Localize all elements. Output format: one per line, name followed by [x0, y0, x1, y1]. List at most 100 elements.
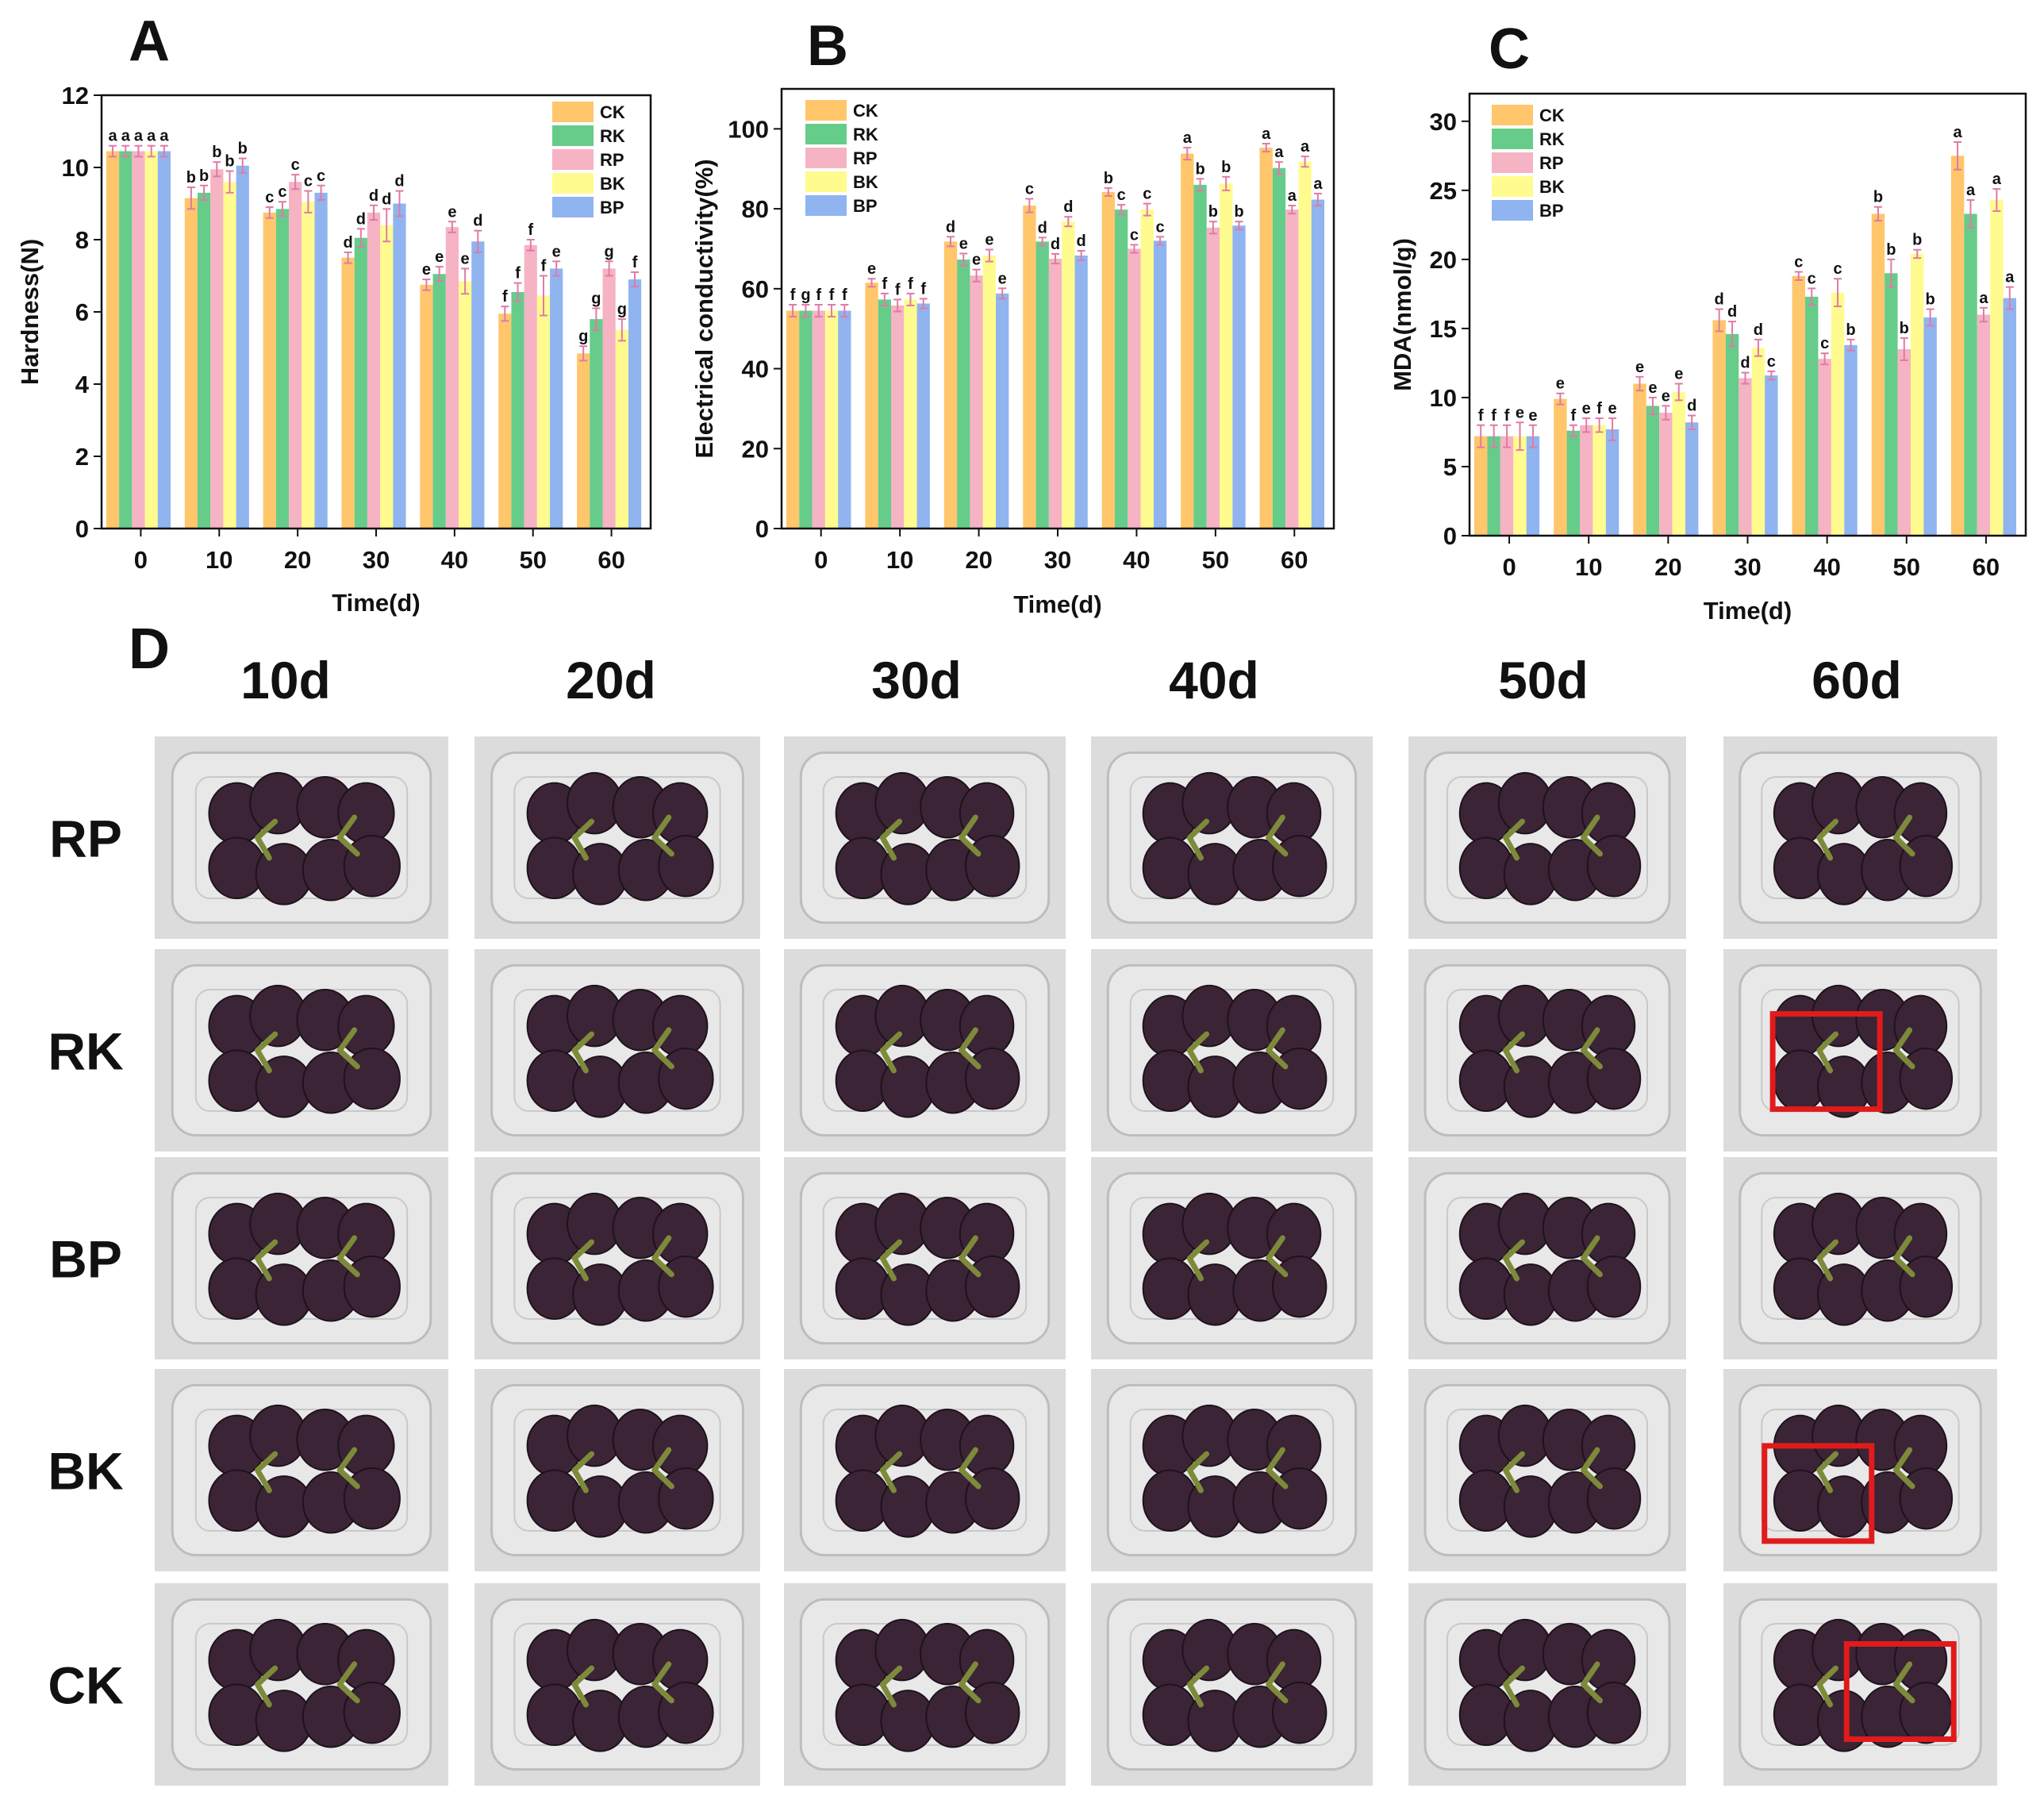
- significance-letter: d: [343, 234, 352, 252]
- bar-rk-50: [511, 291, 524, 529]
- y-tick-label: 4: [75, 371, 90, 398]
- significance-letter: b: [1912, 232, 1922, 249]
- significance-letter: f: [1570, 407, 1576, 425]
- grape-berry: [337, 1414, 395, 1478]
- bar-bk-30: [1751, 348, 1765, 536]
- bar-bp-20: [996, 293, 1009, 529]
- bar-bk-30: [1062, 221, 1075, 529]
- bar-bk-40: [458, 281, 472, 529]
- legend-label-rk: RK: [1539, 129, 1565, 149]
- legend-label-bk: BK: [1539, 177, 1565, 197]
- y-axis-title: Electrical conductivity(%): [690, 159, 718, 458]
- grape-berry: [1586, 1047, 1642, 1110]
- grape-berry: [652, 994, 709, 1058]
- y-tick-label: 2: [75, 443, 89, 471]
- x-tick-label: 60: [1281, 546, 1308, 574]
- photo-rk-10d: [155, 949, 448, 1152]
- photo-rp-10d: [155, 736, 448, 939]
- bar-rk-20: [275, 209, 290, 529]
- photo-rk-30d: [784, 949, 1066, 1152]
- bar-bp-40: [1844, 344, 1858, 536]
- bar-rk-40: [1805, 296, 1819, 536]
- legend-swatch-rp: [805, 148, 847, 168]
- significance-letter: d: [1687, 398, 1696, 415]
- grape-stem: [1816, 1239, 1838, 1282]
- photo-rp-30d: [784, 736, 1066, 939]
- grape-berry: [337, 1202, 395, 1266]
- significance-letter: e: [1635, 359, 1644, 376]
- y-tick-label: 15: [1430, 315, 1457, 343]
- grape-stem: [1892, 1661, 1915, 1704]
- y-tick-label: 12: [62, 82, 89, 110]
- significance-letter: a: [1313, 175, 1323, 193]
- bar-bp-50: [1232, 225, 1246, 529]
- grape-stem: [1266, 1235, 1289, 1278]
- significance-letter: a: [1183, 129, 1193, 147]
- bar-ck-0: [106, 151, 120, 529]
- decay-marker-box: [1843, 1641, 1957, 1742]
- grape-stem: [1816, 1451, 1838, 1494]
- bar-bp-20: [1685, 422, 1699, 536]
- panel-label-b: B: [807, 14, 848, 78]
- significance-letter: c: [1820, 335, 1829, 352]
- row-label-ck: CK: [48, 1656, 124, 1715]
- photo-ck-40d: [1091, 1583, 1373, 1786]
- bar-bp-30: [1074, 256, 1088, 529]
- significance-letter: f: [842, 286, 847, 304]
- x-tick-label: 60: [1973, 553, 2000, 581]
- photo-bk-50d: [1408, 1369, 1686, 1571]
- y-tick-label: 10: [62, 154, 89, 182]
- bar-ck-20: [1633, 383, 1646, 536]
- significance-letter: b: [1873, 189, 1883, 206]
- significance-letter: f: [502, 288, 508, 306]
- significance-letter: g: [578, 328, 588, 345]
- grape-berry: [343, 1681, 401, 1744]
- bar-ck-60: [577, 353, 590, 529]
- bar-rp-0: [132, 151, 145, 529]
- bar-bp-0: [838, 310, 851, 529]
- significance-letter: a: [147, 128, 156, 145]
- grape-berry: [1266, 994, 1322, 1058]
- bar-rp-30: [1048, 259, 1062, 529]
- bar-rp-30: [1739, 378, 1752, 536]
- photo-ck-50d: [1408, 1583, 1686, 1786]
- bar-bk-20: [1672, 391, 1685, 536]
- grape-stem: [336, 814, 360, 857]
- photo-rp-60d: [1723, 736, 1997, 939]
- bar-ck-30: [1712, 320, 1726, 536]
- bar-bk-0: [1513, 436, 1527, 536]
- grape-stem: [1266, 1447, 1289, 1490]
- grape-berry: [652, 1414, 709, 1478]
- grape-stem: [651, 1235, 674, 1278]
- grape-berry: [1266, 1202, 1322, 1266]
- grape-stem: [1186, 1031, 1210, 1074]
- panel-label-a: A: [129, 10, 170, 73]
- significance-letter: e: [959, 235, 968, 252]
- bar-bp-30: [393, 203, 406, 529]
- significance-letter: d: [382, 190, 391, 208]
- significance-letter: f: [790, 286, 796, 304]
- bar-rp-60: [1977, 314, 1991, 536]
- bar-bp-10: [236, 165, 249, 529]
- photo-rp-20d: [474, 736, 760, 939]
- x-tick-label: 20: [965, 546, 992, 574]
- grape-stem: [1816, 1031, 1838, 1074]
- grape-stem: [651, 814, 674, 857]
- significance-letter: c: [304, 173, 313, 190]
- grape-berry: [1899, 1255, 1954, 1318]
- y-tick-label: 0: [75, 515, 89, 543]
- grape-berry: [1581, 1202, 1636, 1266]
- grape-berry: [1893, 782, 1948, 845]
- bar-rk-40: [1114, 210, 1128, 529]
- photo-bk-20d: [474, 1369, 760, 1571]
- bar-rp-20: [970, 275, 983, 529]
- grape-berry: [652, 782, 709, 845]
- y-tick-label: 8: [75, 226, 89, 254]
- grape-berry: [1266, 782, 1322, 845]
- grape-stem: [1581, 1447, 1603, 1490]
- grape-stem: [879, 1451, 903, 1494]
- panel-label-d: D: [129, 617, 170, 681]
